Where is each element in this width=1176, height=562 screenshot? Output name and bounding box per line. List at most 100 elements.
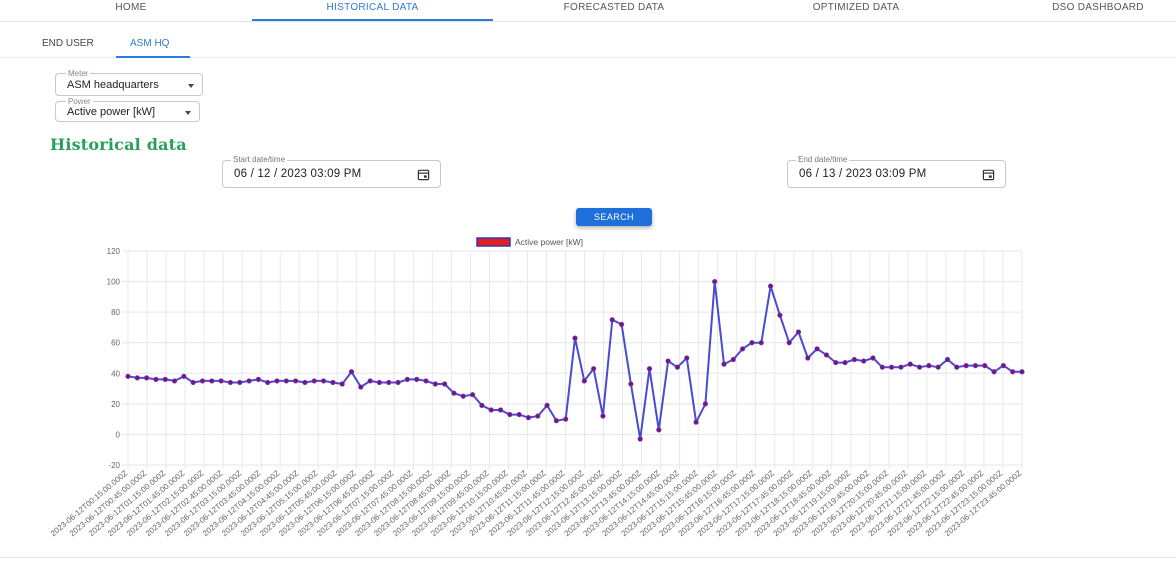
search-button[interactable]: SEARCH	[576, 208, 652, 226]
chevron-down-icon	[185, 111, 191, 115]
data-point	[842, 359, 848, 366]
data-point	[255, 376, 261, 382]
data-point	[879, 364, 885, 370]
y-tick-label: 20	[111, 400, 120, 409]
data-point	[302, 379, 308, 386]
data-point	[656, 427, 662, 433]
data-point	[348, 369, 355, 375]
subtab-end-user[interactable]: END USER	[42, 38, 94, 49]
power-select[interactable]: Power Active power [kW]	[55, 97, 200, 122]
y-tick-label: 100	[107, 278, 121, 287]
data-point	[451, 390, 457, 396]
data-point	[218, 378, 224, 384]
sub-navigation: END USER ASM HQ	[0, 35, 1176, 58]
data-point	[581, 378, 587, 384]
tab-dso-dashboard[interactable]: DSO DASHBOARD	[1052, 2, 1144, 13]
data-point	[553, 418, 559, 424]
data-point	[153, 376, 159, 382]
data-point	[684, 355, 690, 361]
data-point	[199, 378, 206, 384]
power-select-value: Active power [kW]	[67, 106, 156, 118]
data-point	[274, 378, 280, 384]
tab-forecasted-data[interactable]: FORECASTED DATA	[563, 2, 665, 13]
tab-home[interactable]: HOME	[115, 2, 147, 13]
data-point	[125, 373, 131, 379]
data-point	[376, 379, 383, 386]
data-point	[507, 411, 513, 418]
data-point	[646, 366, 653, 372]
y-tick-label: 0	[116, 430, 121, 439]
data-point	[805, 355, 811, 361]
meter-select[interactable]: Meter ASM headquarters	[55, 69, 203, 96]
data-point	[609, 317, 615, 323]
chevron-down-icon	[188, 84, 194, 88]
data-point	[963, 363, 969, 369]
data-point	[283, 378, 289, 384]
data-point	[386, 379, 392, 386]
end-date-label: End date/time	[796, 155, 850, 165]
data-point	[395, 379, 401, 386]
tab-historical-data[interactable]: HISTORICAL DATA	[326, 2, 419, 13]
power-select-label: Power	[66, 97, 93, 106]
subtab-asm-hq[interactable]: ASM HQ	[130, 38, 170, 49]
data-point	[665, 358, 671, 364]
end-date-field[interactable]: End date/time 06 / 13 / 2023 03:09 PM	[787, 155, 1006, 188]
data-point	[712, 278, 718, 285]
data-point	[414, 376, 420, 382]
data-point	[497, 407, 504, 413]
data-point	[786, 340, 792, 346]
calendar-icon[interactable]	[417, 168, 430, 181]
data-point	[777, 312, 783, 318]
data-point	[814, 346, 820, 352]
data-point	[469, 392, 476, 398]
data-point	[702, 401, 708, 407]
data-point	[423, 378, 429, 384]
data-point	[525, 415, 532, 421]
data-point	[171, 378, 178, 384]
data-point	[563, 416, 569, 422]
data-point	[367, 378, 373, 384]
data-point	[870, 355, 876, 361]
data-point	[674, 364, 681, 370]
y-tick-label: -20	[108, 461, 120, 470]
data-point	[926, 363, 932, 369]
data-point	[330, 379, 336, 386]
tab-optimized-data[interactable]: OPTIMIZED DATA	[812, 2, 900, 13]
data-point	[134, 375, 140, 381]
data-point	[693, 419, 699, 425]
data-point	[861, 358, 867, 364]
data-point	[488, 407, 494, 413]
data-point	[721, 361, 727, 367]
data-point	[944, 356, 951, 363]
active-tab-indicator	[252, 19, 493, 21]
legend-label: Active power [kW]	[515, 237, 583, 247]
meter-select-label: Meter	[66, 69, 91, 78]
y-tick-label: 40	[111, 369, 120, 378]
data-point	[516, 411, 522, 418]
data-point	[916, 364, 923, 370]
data-point	[358, 384, 364, 390]
data-point	[1010, 369, 1016, 375]
data-point	[237, 379, 243, 386]
data-point	[767, 283, 774, 289]
data-point	[404, 376, 410, 382]
data-point	[544, 402, 550, 408]
legend-swatch	[476, 237, 511, 247]
data-point	[572, 335, 578, 341]
top-navigation: HOME HISTORICAL DATA FORECASTED DATA OPT…	[0, 0, 1176, 22]
data-point	[954, 364, 960, 370]
page-title: Historical data	[50, 135, 187, 154]
data-point	[740, 346, 746, 352]
calendar-icon[interactable]	[982, 168, 995, 181]
data-point	[823, 352, 830, 358]
data-point	[320, 378, 327, 384]
start-date-field[interactable]: Start date/time 06 / 12 / 2023 03:09 PM	[222, 155, 441, 188]
data-point	[972, 363, 979, 369]
active-power-chart: -200204060801001202023-06-12T00:15:00.00…	[49, 237, 1025, 538]
data-point	[628, 381, 634, 387]
end-date-value: 06 / 13 / 2023 03:09 PM	[799, 168, 927, 180]
data-point	[432, 381, 438, 387]
data-point	[795, 329, 802, 335]
data-point	[311, 378, 317, 384]
